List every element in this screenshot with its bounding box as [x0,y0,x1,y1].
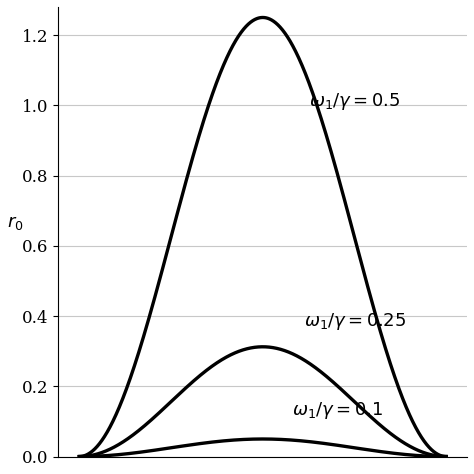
Text: $\omega_1 / \gamma = 0.5$: $\omega_1 / \gamma = 0.5$ [310,91,401,112]
Text: $\omega_1 / \gamma = 0.25$: $\omega_1 / \gamma = 0.25$ [304,311,405,332]
Text: $\omega_1 / \gamma = 0.1$: $\omega_1 / \gamma = 0.1$ [292,401,383,421]
Y-axis label: $r_0$: $r_0$ [7,214,24,232]
